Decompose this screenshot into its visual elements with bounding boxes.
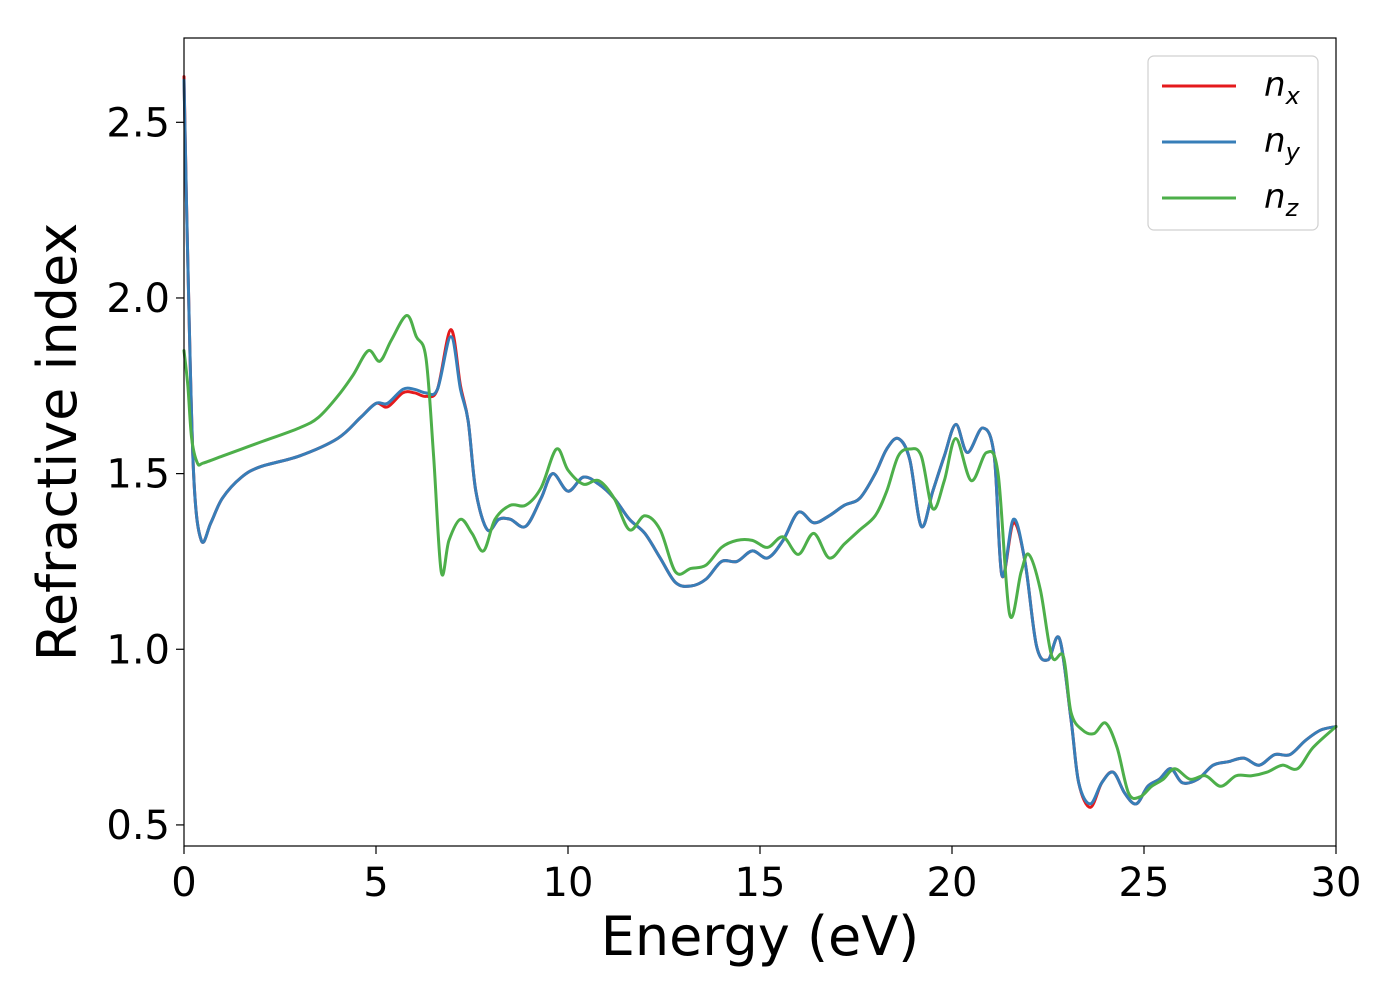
y-axis-label: Refractive index [26,223,89,662]
x-tick-label: 5 [363,860,388,906]
plot-background [184,38,1336,846]
x-tick-label: 30 [1311,860,1362,906]
x-axis: 0 5 10 15 20 25 30 [171,846,1361,906]
legend-label-ny: ny [1264,121,1301,166]
series-line-nz [182,314,1338,801]
y-tick-label: 1.5 [106,452,170,498]
y-tick-label: 0.5 [106,803,170,849]
series-layer [182,75,1338,809]
series-line-ny [182,78,1338,806]
x-tick-label: 0 [171,860,196,906]
x-axis-label: Energy (eV) [601,905,920,968]
legend-label-nx: nx [1264,65,1301,110]
x-tick-label: 10 [543,860,594,906]
legend-label-nz: nz [1264,177,1300,222]
y-tick-label: 1.0 [106,627,170,673]
y-axis: 0.5 1.0 1.5 2.0 2.5 [106,100,184,849]
x-tick-label: 20 [927,860,978,906]
y-tick-label: 2.0 [106,276,170,322]
y-tick-label: 2.5 [106,100,170,146]
x-tick-label: 25 [1119,860,1170,906]
x-tick-label: 15 [735,860,786,906]
legend: nx ny nz [1147,55,1319,231]
